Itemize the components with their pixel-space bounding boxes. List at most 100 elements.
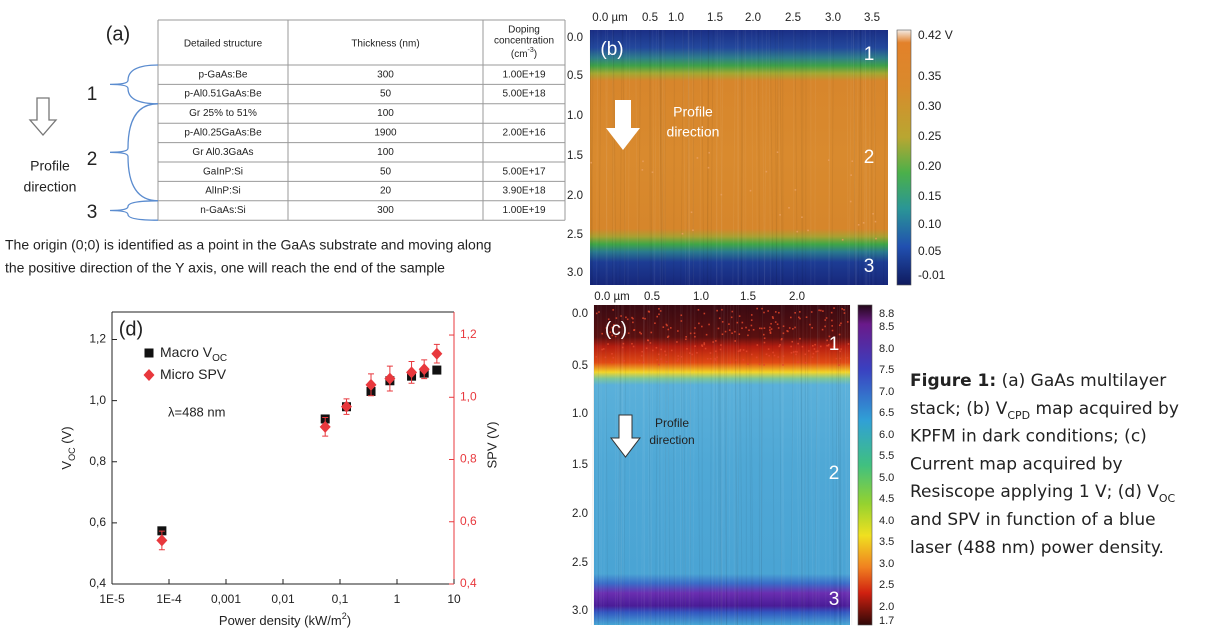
- colorbar-label: 6.0: [879, 429, 894, 441]
- map-y-label: 1.0: [572, 408, 588, 420]
- map-speckle: [775, 321, 777, 323]
- x-tick-label: 0,1: [332, 592, 349, 606]
- legend-text: Macro V: [160, 344, 213, 360]
- map-y-label: 0.0: [572, 308, 588, 320]
- map-speckle: [642, 161, 644, 163]
- table-cell: 5.00E+18: [502, 89, 546, 100]
- map-x-label: 2.0: [789, 291, 805, 303]
- map-speckle: [820, 346, 822, 348]
- map-speckle: [652, 350, 654, 352]
- map-speckle: [603, 348, 605, 350]
- map-speckle: [734, 331, 736, 333]
- table-header: Doping: [508, 25, 540, 36]
- map-speckle: [611, 353, 613, 355]
- map-speckle: [764, 337, 766, 339]
- table-cell: 100: [377, 147, 394, 158]
- map-speckle: [722, 333, 724, 335]
- map-speckle: [720, 349, 722, 351]
- map-speckle: [650, 332, 652, 334]
- map-speckle: [656, 359, 658, 361]
- map-speckle: [701, 326, 703, 328]
- table-header: Detailed structure: [184, 39, 263, 50]
- map-speckle: [747, 363, 749, 365]
- map-speckle: [786, 330, 788, 332]
- map-speckle: [775, 311, 777, 313]
- table-cell: p-Al0.25GaAs:Be: [184, 128, 262, 139]
- map-x-label: 2.0: [745, 12, 761, 24]
- map-speckle: [739, 315, 741, 317]
- table-cell: 300: [377, 205, 394, 216]
- map-speckle: [660, 358, 662, 360]
- map-speckle: [697, 157, 699, 159]
- map-speckle: [832, 330, 834, 332]
- map-speckle: [742, 322, 744, 324]
- map-speckle: [677, 358, 679, 360]
- x-axis-label: Power density (kW/m2): [219, 611, 351, 628]
- y-tick-label: 0,6: [89, 515, 106, 529]
- map-speckle: [658, 364, 660, 366]
- map-speckle: [656, 316, 658, 318]
- label-text: Power density (kW/m: [219, 613, 342, 628]
- map-speckle: [769, 329, 771, 331]
- map-y-label: 1.5: [567, 150, 583, 162]
- map-speckle: [764, 342, 766, 344]
- map-speckle: [858, 224, 860, 226]
- map-speckle: [774, 355, 776, 357]
- map-speckle: [658, 308, 660, 310]
- label-sub: OC: [67, 447, 77, 461]
- map-speckle: [708, 324, 710, 326]
- arrow-text: Profile: [30, 158, 70, 174]
- map-speckle: [824, 319, 826, 321]
- map-speckle: [640, 333, 642, 335]
- map-speckle: [691, 211, 693, 213]
- map-x-label: 1.0: [693, 291, 709, 303]
- map-speckle: [767, 310, 769, 312]
- map-speckle: [705, 348, 707, 350]
- map-speckle: [677, 330, 679, 332]
- map-speckle: [639, 360, 641, 362]
- map-speckle: [766, 353, 768, 355]
- map-x-label: 2.5: [785, 12, 801, 24]
- legend-label: Macro VOC: [160, 344, 227, 364]
- map-speckle: [794, 312, 796, 314]
- map-x-label: 3.5: [864, 12, 880, 24]
- table-cell: p-Al0.51GaAs:Be: [184, 89, 262, 100]
- table-cell: GaInP:Si: [203, 166, 243, 177]
- map-speckle: [658, 313, 660, 315]
- x-tick-label: 1: [394, 592, 401, 606]
- map-speckle: [707, 358, 709, 360]
- panel-label: (b): [600, 39, 623, 60]
- map-speckle: [685, 336, 687, 338]
- map-speckle: [722, 321, 724, 323]
- map-speckle: [716, 357, 718, 359]
- map-speckle: [796, 351, 798, 353]
- map-speckle: [863, 222, 865, 224]
- caption-text: stack; (b) V: [910, 399, 1008, 419]
- map-speckle: [642, 362, 644, 364]
- map-speckle: [692, 229, 694, 231]
- figure: (a)Detailed structureThickness (nm)Dopin…: [0, 0, 1217, 631]
- table-cell: 20: [380, 186, 392, 197]
- group-bracket: [110, 65, 158, 104]
- table-cell: 3.90E+18: [502, 186, 546, 197]
- map-y-label: 2.5: [572, 557, 588, 569]
- colorbar-label: 6.5: [879, 407, 894, 419]
- map-y-label: 3.0: [572, 605, 588, 617]
- map-speckle: [694, 345, 696, 347]
- colorbar-label: 0.15: [918, 189, 942, 203]
- map-speckle: [783, 332, 785, 334]
- colorbar-label: 8.0: [879, 343, 894, 355]
- map-speckle: [806, 316, 808, 318]
- map-texture: [850, 305, 852, 625]
- label-text: (V): [59, 426, 74, 447]
- map-speckle: [712, 341, 714, 343]
- map-speckle: [831, 320, 833, 322]
- map-speckle: [799, 318, 801, 320]
- map-speckle: [677, 360, 679, 362]
- caption-line: KPFM in dark conditions; (c): [910, 427, 1147, 447]
- map-speckle: [620, 315, 622, 317]
- map-speckle: [761, 308, 763, 310]
- map-speckle: [666, 361, 668, 363]
- map-speckle: [826, 340, 828, 342]
- map-x-label: 0.0 µm: [592, 12, 627, 24]
